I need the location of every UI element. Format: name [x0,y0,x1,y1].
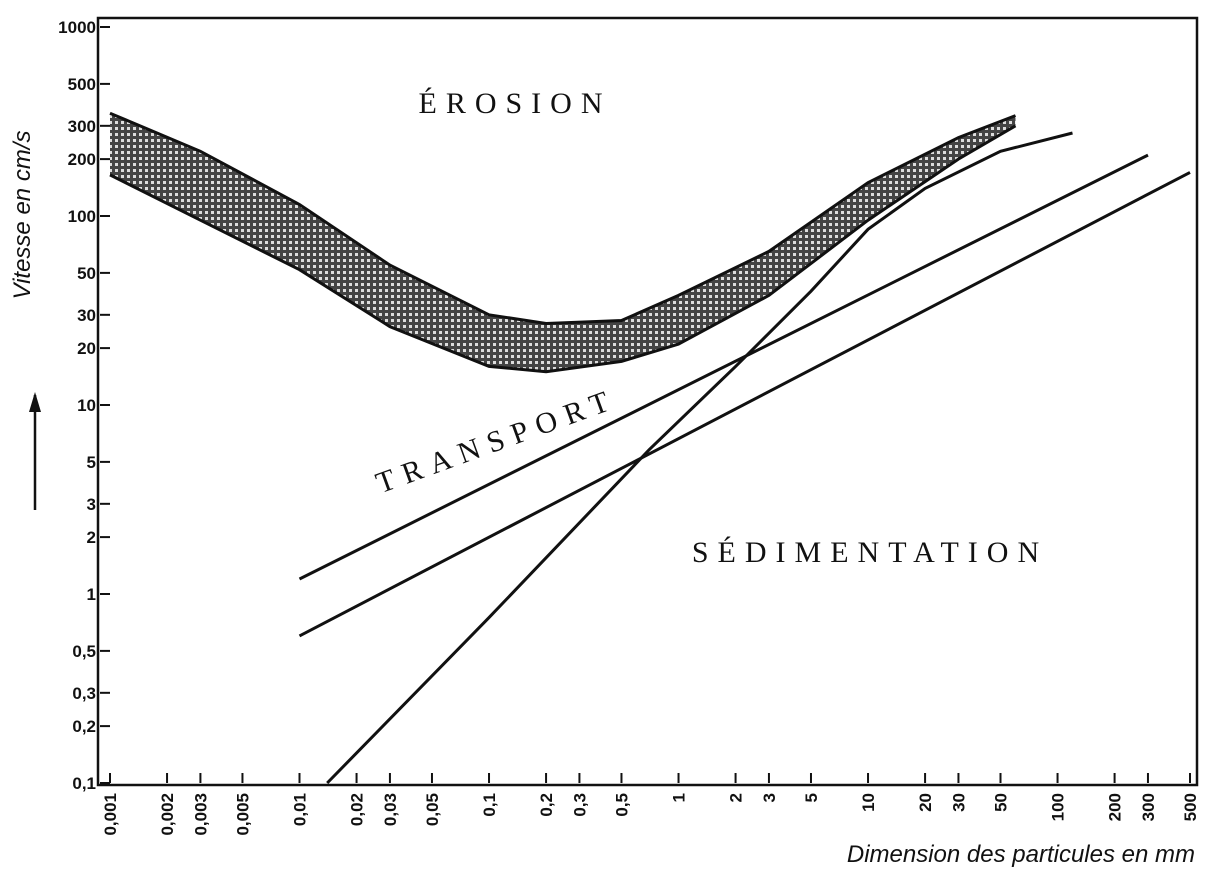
y-tick-label: 0,3 [72,684,96,703]
y-tick-label: 2 [87,528,96,547]
y-tick-label: 5 [87,453,96,472]
y-tick-label: 10 [77,396,96,415]
y-tick-label: 3 [87,495,96,514]
y-tick-label: 0,1 [72,774,96,793]
x-tick-label: 0,1 [480,793,499,817]
y-tick-label: 30 [77,306,96,325]
y-tick-label: 200 [68,150,96,169]
curve [298,171,1191,638]
y-tick-label: 500 [68,75,96,94]
x-tick-label: 0,02 [348,793,367,826]
x-tick-label: 5 [802,793,821,802]
x-tick-label: 1 [670,793,689,802]
y-tick-label: 0,5 [72,642,96,661]
x-tick-label: 3 [760,793,779,802]
x-tick-label: 500 [1181,793,1200,821]
y-tick-label: 1 [87,585,96,604]
x-tick-label: 0,005 [233,793,252,836]
x-tick-label: 0,03 [381,793,400,826]
y-tick-label: 20 [77,339,96,358]
curve [298,153,1149,581]
x-tick-label: 100 [1049,793,1068,821]
y-tick-label: 50 [77,264,96,283]
x-axis-label: Dimension des particules en mm [847,841,1195,868]
x-tick-label: 30 [949,793,968,812]
x-tick-label: 0,002 [158,793,177,836]
x-tick-label: 2 [727,793,746,802]
y-tick-label: 100 [68,207,96,226]
x-tick-label: 0,01 [291,793,310,826]
x-tick-label: 0,001 [101,793,120,836]
x-tick-label: 0,2 [537,793,556,817]
curve [109,111,1017,326]
region-label: SÉDIMENTATION [692,536,1048,569]
x-tick-label: 20 [916,793,935,812]
curve [109,124,1017,374]
x-tick-label: 0,5 [612,793,631,817]
x-tick-label: 0,05 [423,793,442,826]
y-tick-label: 300 [68,117,96,136]
y-tick-label: 1000 [58,18,96,37]
x-tick-label: 0,003 [191,793,210,836]
y-tick-label: 0,2 [72,717,96,736]
erosion-band [110,113,1016,372]
x-tick-label: 300 [1139,793,1158,821]
frame [96,16,1199,787]
x-tick-label: 0,3 [570,793,589,817]
region-label: ÉROSION [418,87,611,120]
axis-arrow-head [29,392,41,412]
curve [326,131,1073,785]
x-tick-label: 50 [991,793,1010,812]
region-label: TRANSPORT [372,382,622,500]
x-tick-label: 200 [1106,793,1125,821]
x-tick-label: 10 [859,793,878,812]
y-axis-label: Vitesse en cm/s [9,131,36,300]
